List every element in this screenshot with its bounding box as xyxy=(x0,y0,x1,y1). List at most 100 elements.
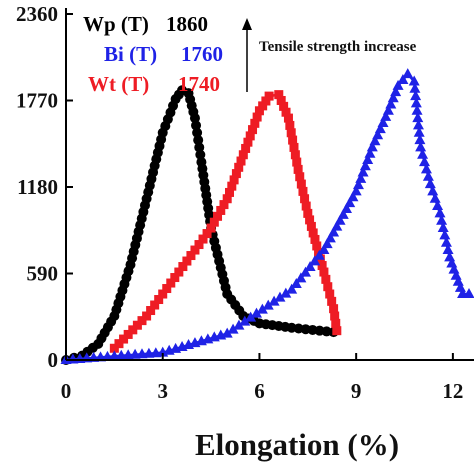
data-point xyxy=(248,125,258,135)
data-point xyxy=(279,101,289,111)
data-point xyxy=(234,162,244,172)
tick-group: 0 3 6 9 12 0 590 1180 1770 2360 xyxy=(16,2,463,403)
data-point xyxy=(193,135,204,146)
data-point xyxy=(359,160,371,171)
legend-label-bi: Bi (T) xyxy=(104,42,157,66)
data-point xyxy=(276,96,286,105)
data-point xyxy=(299,266,311,277)
data-point xyxy=(318,244,330,255)
data-point xyxy=(109,343,119,353)
series-0 xyxy=(61,85,339,365)
data-point xyxy=(331,318,341,328)
data-point xyxy=(434,207,446,218)
data-point xyxy=(128,325,138,335)
data-point xyxy=(417,148,429,159)
data-point xyxy=(334,214,346,225)
data-point xyxy=(369,135,381,146)
data-point xyxy=(189,113,200,124)
series-group xyxy=(60,68,474,365)
data-point xyxy=(306,221,316,231)
data-point xyxy=(119,334,129,344)
data-point xyxy=(150,300,160,310)
data-point xyxy=(323,282,333,292)
data-point xyxy=(408,75,420,86)
data-point xyxy=(312,241,322,251)
data-point xyxy=(274,291,286,302)
data-point xyxy=(254,106,264,116)
x-tick-label: 6 xyxy=(254,379,265,403)
data-point xyxy=(170,273,180,283)
data-point xyxy=(191,120,202,131)
data-point xyxy=(227,323,239,334)
data-point xyxy=(231,169,241,179)
data-point xyxy=(295,172,305,182)
data-point xyxy=(142,311,152,321)
data-point xyxy=(413,126,425,137)
data-point xyxy=(436,214,448,225)
annotation-arrow-head xyxy=(242,18,252,30)
data-point xyxy=(308,228,318,238)
data-point xyxy=(304,261,316,272)
data-point xyxy=(264,91,274,101)
data-point xyxy=(238,150,248,160)
data-point xyxy=(166,278,176,288)
data-point xyxy=(229,175,239,185)
data-point xyxy=(321,238,333,249)
data-point xyxy=(437,222,449,233)
data-point xyxy=(225,187,235,197)
x-tick-label: 12 xyxy=(442,379,463,403)
data-point xyxy=(380,110,392,121)
data-point xyxy=(219,200,229,210)
data-point xyxy=(194,240,204,250)
data-point xyxy=(239,315,251,326)
y-tick-label: 0 xyxy=(48,348,59,372)
data-point xyxy=(344,197,356,208)
data-point xyxy=(410,97,422,108)
data-point xyxy=(298,186,308,196)
data-point xyxy=(350,185,362,196)
data-point xyxy=(331,220,343,231)
legend-value-wt: 1740 xyxy=(178,72,220,96)
data-point xyxy=(340,202,352,213)
data-point xyxy=(427,185,439,196)
y-tick-label: 1770 xyxy=(16,89,58,113)
data-point xyxy=(440,236,452,247)
data-point xyxy=(319,267,329,277)
data-point xyxy=(154,295,164,305)
data-point xyxy=(274,90,284,100)
data-point xyxy=(374,123,386,134)
annotation-text: Tensile strength increase xyxy=(259,39,417,55)
data-point xyxy=(194,142,205,153)
data-point xyxy=(337,208,349,219)
data-point xyxy=(429,192,441,203)
data-point xyxy=(290,277,302,288)
data-point xyxy=(420,163,432,174)
data-point xyxy=(329,304,339,314)
data-point xyxy=(250,118,260,128)
data-point xyxy=(290,150,300,160)
data-point xyxy=(362,153,374,164)
data-point xyxy=(352,179,364,190)
series-line xyxy=(65,72,469,362)
data-point xyxy=(422,170,434,181)
data-point xyxy=(236,156,246,166)
data-point xyxy=(283,113,293,123)
data-point xyxy=(439,229,451,240)
annotation-group: Tensile strength increase xyxy=(242,18,417,92)
data-point xyxy=(195,149,206,160)
data-point xyxy=(261,96,271,106)
data-point xyxy=(280,287,292,298)
data-point xyxy=(309,255,321,266)
y-tick-label: 1180 xyxy=(17,175,58,199)
legend-value-bi: 1760 xyxy=(181,42,223,66)
data-point xyxy=(221,327,233,338)
data-point xyxy=(317,261,327,271)
data-point xyxy=(410,90,422,101)
data-point xyxy=(190,245,200,255)
series-2 xyxy=(60,68,474,364)
data-point xyxy=(227,181,237,191)
data-point xyxy=(424,178,436,189)
data-point xyxy=(296,179,306,189)
data-point xyxy=(402,68,414,79)
